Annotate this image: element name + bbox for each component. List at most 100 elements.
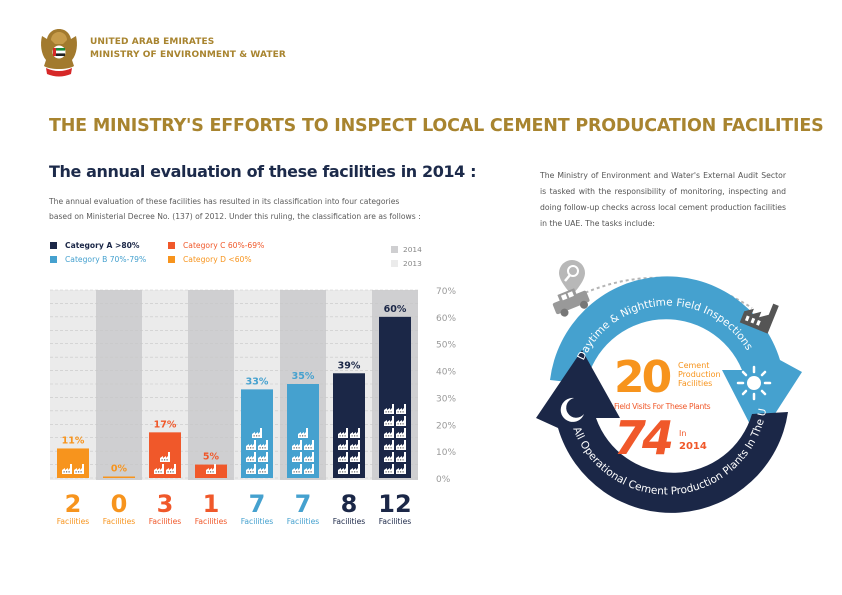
bar (379, 316, 411, 478)
uae-emblem-falcon-icon (41, 29, 77, 77)
y-tick-label: 10% (436, 448, 456, 458)
legend-category-d: Category D <60% (168, 255, 252, 264)
factory-icon (338, 464, 348, 474)
factory-icon (350, 440, 360, 450)
column-background (188, 290, 234, 480)
factory-icon (292, 452, 302, 462)
visits-label: Field Visits For These Plants (614, 402, 711, 411)
location-search-pin-icon (559, 260, 585, 295)
top-arc (550, 276, 802, 440)
facility-count: 1 (203, 490, 220, 518)
inspection-cycle-graphic: Daytime & Nighttime Field Inspections Al… (530, 250, 802, 513)
bar-value-label: 35% (292, 371, 315, 382)
visits-year: 2014 (679, 441, 707, 452)
factory-icon (396, 452, 406, 462)
factory-icon (384, 404, 394, 414)
facilities-label-line1: Cement (678, 361, 709, 370)
section-description: The annual evaluation of these facilitie… (49, 194, 469, 224)
legend-label: Category C 60%-69% (183, 241, 265, 250)
legend-swatch (391, 246, 398, 253)
factory-icon (384, 416, 394, 426)
facility-count-label: Facilities (287, 517, 320, 526)
facility-count: 2 (65, 490, 82, 518)
factory-icon (739, 303, 779, 334)
legend-year-2014: 2014 (391, 245, 422, 254)
bar-value-label: 17% (154, 419, 177, 430)
facility-count: 8 (341, 490, 358, 518)
factory-icon (246, 452, 256, 462)
y-tick-label: 20% (436, 421, 456, 431)
factory-icon (384, 428, 394, 438)
factory-icon (338, 452, 348, 462)
factory-icon (338, 428, 348, 438)
bar-value-label: 60% (384, 304, 407, 315)
y-tick-label: 70% (436, 287, 456, 297)
bar-value-label: 5% (203, 452, 220, 463)
factory-icon (304, 452, 314, 462)
factory-icon (338, 440, 348, 450)
visits-number: 74 (614, 411, 672, 465)
facility-count-label: Facilities (379, 517, 412, 526)
section-subtitle: The annual evaluation of these facilitie… (49, 162, 477, 181)
facilities-label-line2: Production (678, 370, 721, 379)
org-name-line2: MINISTRY OF ENVIRONMENT & WATER (90, 50, 286, 60)
facility-count: 7 (295, 490, 312, 518)
factory-icon (396, 464, 406, 474)
factory-icon (252, 428, 262, 438)
factory-icon (350, 428, 360, 438)
facilities-number: 20 (614, 352, 671, 403)
facility-count-label: Facilities (241, 517, 274, 526)
factory-icon (258, 452, 268, 462)
bar-value-label: 0% (111, 464, 128, 475)
facilities-label-line3: Facilities (678, 379, 712, 388)
bar (103, 476, 135, 478)
factory-icon (246, 464, 256, 474)
factory-icon (206, 464, 216, 474)
legend-category-b: Category B 70%-79% (50, 255, 146, 264)
y-tick-label: 30% (436, 394, 456, 404)
factory-icon (258, 464, 268, 474)
facility-count: 0 (111, 490, 128, 518)
bar (149, 432, 181, 478)
legend-category-a: Category A >80% (50, 241, 140, 250)
bar (57, 448, 89, 478)
facility-count-label: Facilities (149, 517, 182, 526)
factory-icon (304, 440, 314, 450)
facility-count: 3 (157, 490, 174, 518)
factory-icon (396, 416, 406, 426)
factory-icon (396, 428, 406, 438)
factory-icon (384, 452, 394, 462)
facility-count-label: Facilities (57, 517, 90, 526)
description-line-2: based on Ministerial Decree No. (137) of… (49, 212, 421, 221)
bottom-arc (536, 350, 788, 513)
moon-icon (560, 397, 584, 422)
legend-swatch (168, 242, 175, 249)
factory-icon (396, 440, 406, 450)
legend-swatch (50, 256, 57, 263)
column-background (96, 290, 142, 480)
legend-label: Category B 70%-79% (65, 255, 147, 264)
facility-count-label: Facilities (103, 517, 136, 526)
factory-icon (350, 464, 360, 474)
page-title: THE MINISTRY'S EFFORTS TO INSPECT LOCAL … (49, 116, 824, 136)
facility-count: 12 (378, 490, 411, 518)
legend-year-2013: 2013 (391, 259, 422, 268)
factory-icon (384, 464, 394, 474)
bar (333, 373, 365, 478)
factory-icon (350, 452, 360, 462)
factory-icon (74, 464, 84, 474)
column-background (50, 290, 96, 480)
factory-icon (246, 440, 256, 450)
legend-label: Category A >80% (65, 241, 140, 250)
y-tick-label: 60% (436, 314, 456, 324)
bar (287, 384, 319, 478)
visits-in-label: In (679, 429, 686, 438)
description-line-1: The annual evaluation of these facilitie… (49, 197, 400, 206)
sun-icon (736, 365, 772, 401)
facility-count-label: Facilities (195, 517, 228, 526)
factory-icon (62, 464, 72, 474)
legend-label: Category D <60% (183, 255, 252, 264)
bar-value-label: 11% (62, 435, 85, 446)
factory-icon (154, 464, 164, 474)
